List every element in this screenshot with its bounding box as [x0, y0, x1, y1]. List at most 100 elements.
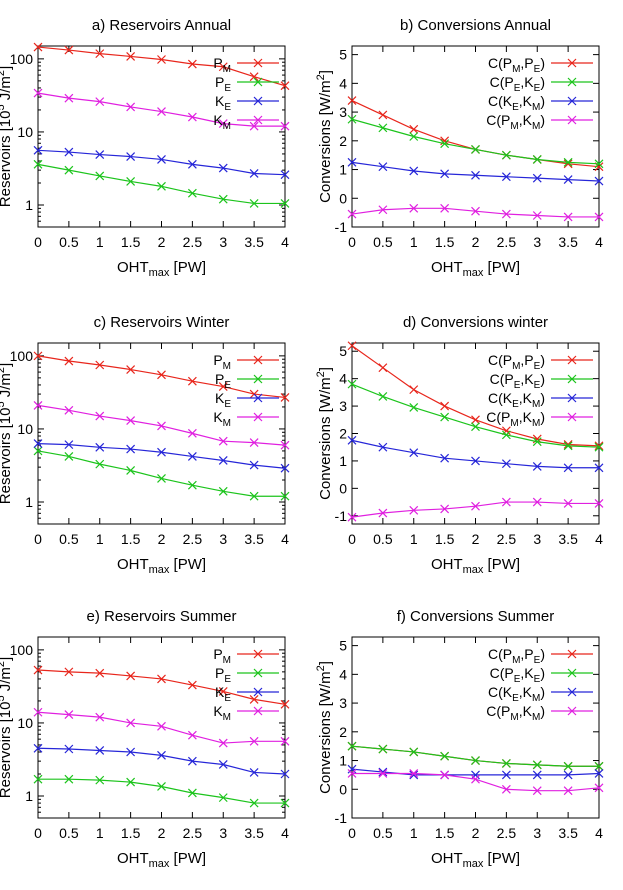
- x-tick-label: 4: [281, 234, 289, 250]
- data-point-PE: [187, 480, 197, 490]
- y-tick-label: 1: [339, 753, 347, 769]
- data-point-KM: [187, 730, 197, 740]
- data-point-KE: [440, 453, 450, 463]
- legend-marker-PM: [567, 58, 577, 68]
- x-tick-label: 0: [34, 531, 42, 547]
- y-tick-label: 0: [339, 781, 347, 797]
- data-point-KM: [347, 512, 357, 522]
- data-point-KM: [378, 508, 388, 518]
- legend-marker-PE: [253, 77, 263, 87]
- data-point-KM: [126, 416, 136, 426]
- data-point-PE: [501, 758, 511, 768]
- data-point-PM: [594, 441, 604, 451]
- x-tick-label: 0: [348, 825, 356, 841]
- data-point-KM: [440, 504, 450, 514]
- series-line-PM: [37, 355, 286, 399]
- data-point-PE: [378, 123, 388, 133]
- x-tick-label: 3: [533, 825, 541, 841]
- y-tick-label: 1: [25, 197, 33, 213]
- data-point-PM: [33, 42, 43, 52]
- x-tick-label: 3.5: [558, 531, 578, 547]
- y-axis-label: Conversions [W/m2]: [315, 70, 334, 203]
- x-tick-label: 0: [348, 531, 356, 547]
- data-point-KM: [471, 774, 480, 784]
- data-point-PM: [157, 674, 166, 684]
- series-line-PE: [351, 745, 599, 767]
- x-tick-label: 2.5: [497, 234, 517, 250]
- data-point-PM: [218, 62, 228, 72]
- y-tick-label: 4: [339, 371, 347, 387]
- legend-marker-PM: [253, 58, 263, 68]
- data-point-KM: [378, 205, 388, 215]
- data-point-PM: [280, 392, 290, 402]
- x-tick-label: 0.5: [59, 234, 79, 250]
- data-point-KM: [249, 438, 259, 448]
- data-point-KE: [157, 750, 166, 760]
- data-point-PE: [409, 132, 419, 141]
- data-point-KE: [532, 173, 542, 183]
- data-point-PE: [409, 747, 419, 757]
- data-point-PE: [157, 474, 166, 483]
- data-point-KE: [471, 170, 480, 180]
- panel-f: f) Conversions Summer 0 0.5 1 1.5 2 2.5 3 3.5 4 -1…: [315, 608, 604, 870]
- x-tick-label: 2: [472, 531, 480, 547]
- data-point-KE: [157, 447, 166, 457]
- data-point-KM: [64, 405, 74, 415]
- data-point-KM: [126, 102, 136, 112]
- data-point-PE: [187, 188, 197, 198]
- data-point-KE: [33, 145, 43, 155]
- data-point-PE: [471, 756, 480, 765]
- panel-d: d) Conversions winter 0 0.5 1 1.5 2 2.5 3 3.5 4 -1…: [315, 314, 604, 576]
- x-tick-label: 0.5: [59, 825, 79, 841]
- data-point-KE: [409, 166, 419, 176]
- x-tick-label: 3.5: [558, 234, 578, 250]
- panel-title: f) Conversions Summer: [397, 608, 555, 625]
- x-tick-label: 3: [219, 531, 227, 547]
- legend-marker-KM: [567, 115, 577, 125]
- data-point-KE: [95, 442, 105, 452]
- series-line-KE: [37, 747, 286, 775]
- x-tick-label: 0: [348, 234, 356, 250]
- data-point-PE: [347, 114, 357, 124]
- x-axis-label: OHTmax [PW]: [117, 259, 206, 279]
- data-point-KM: [33, 88, 43, 98]
- legend-marker-KE: [567, 393, 577, 403]
- data-point-KE: [218, 456, 228, 465]
- x-tick-label: 2: [472, 825, 480, 841]
- series-line-PM: [37, 46, 286, 87]
- data-point-KE: [95, 746, 105, 755]
- x-tick-label: 3: [219, 825, 227, 841]
- legend-marker-KM: [253, 412, 263, 422]
- panel-title: d) Conversions winter: [403, 314, 548, 331]
- plot-frame: [351, 342, 600, 525]
- data-point-PE: [347, 379, 357, 389]
- data-point-KM: [471, 206, 480, 216]
- data-point-PM: [347, 96, 357, 106]
- data-point-PE: [532, 760, 542, 770]
- y-tick-label: -1: [335, 508, 348, 524]
- data-point-KE: [347, 435, 357, 445]
- data-point-PE: [594, 442, 604, 452]
- data-point-KE: [187, 159, 197, 169]
- plot-frame: [37, 342, 286, 525]
- data-point-KE: [280, 769, 290, 779]
- data-point-PE: [249, 491, 259, 501]
- data-point-PE: [64, 452, 74, 461]
- data-point-PM: [157, 370, 166, 380]
- data-point-PE: [218, 194, 228, 204]
- data-point-PE: [563, 157, 573, 167]
- data-point-PM: [563, 440, 573, 449]
- y-tick-label: -1: [335, 219, 348, 235]
- legend-label: KE: [215, 93, 231, 113]
- data-point-KE: [563, 463, 573, 473]
- y-tick-label: 3: [339, 695, 347, 711]
- y-axis-label: Reservoirs [105 J/m2]: [0, 363, 14, 504]
- y-tick-label: 3: [339, 398, 347, 414]
- data-point-KM: [64, 710, 74, 720]
- y-tick-label: 0: [339, 190, 347, 206]
- data-point-PE: [409, 403, 419, 412]
- data-point-PE: [563, 441, 573, 451]
- x-tick-label: 1: [96, 825, 104, 841]
- legend-marker-PE: [567, 77, 577, 87]
- data-point-KE: [126, 152, 136, 162]
